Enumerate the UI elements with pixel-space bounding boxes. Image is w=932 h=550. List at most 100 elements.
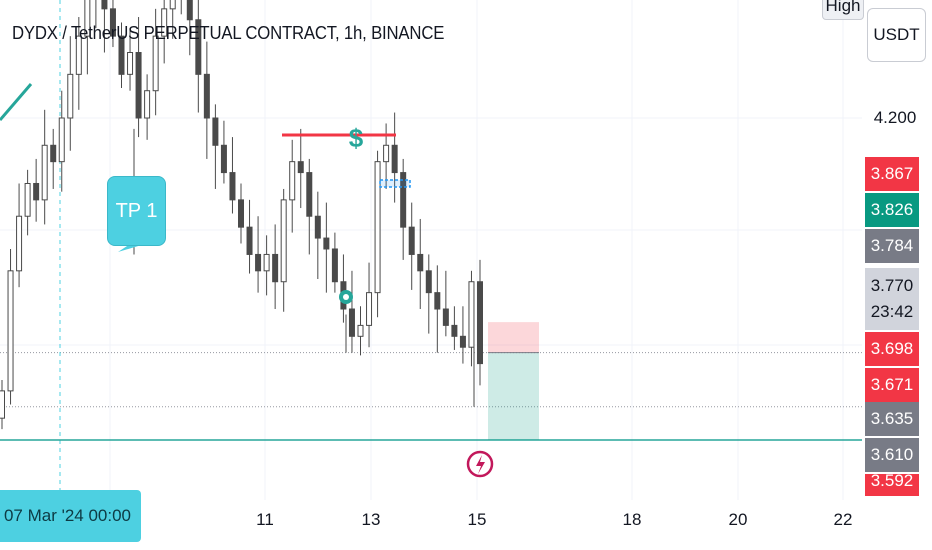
candle <box>366 262 373 348</box>
time-axis-tick: 11 <box>256 510 274 529</box>
candle <box>101 0 108 53</box>
candle-body <box>24 182 31 217</box>
candle-body <box>425 270 432 294</box>
candle <box>451 306 458 350</box>
candle-body <box>220 144 227 174</box>
time-axis-tick: 22 <box>833 510 853 529</box>
candle <box>297 128 304 209</box>
candle-body <box>391 144 398 174</box>
candle-body <box>366 292 373 326</box>
candle <box>109 0 116 48</box>
tp-label[interactable]: TP 1 <box>107 176 166 246</box>
candle <box>169 0 176 39</box>
position-target-zone <box>488 352 539 440</box>
price-badge: 3.592 <box>865 474 919 496</box>
candle-body <box>442 308 449 326</box>
candle <box>41 109 48 225</box>
candle <box>434 265 441 353</box>
candle <box>84 0 91 75</box>
candle-body <box>374 161 381 294</box>
candle-body <box>400 172 407 228</box>
candle <box>357 306 364 356</box>
candle-body <box>306 172 313 217</box>
candle <box>374 150 381 318</box>
candle-body <box>169 0 176 10</box>
candle <box>152 8 159 116</box>
chart-grid <box>0 0 862 500</box>
circle-marker-inner <box>343 294 349 300</box>
candle-body <box>50 144 57 163</box>
time-axis-tick: 15 <box>467 510 487 529</box>
candle <box>135 17 142 138</box>
candle <box>24 169 31 236</box>
candle-body <box>451 324 458 337</box>
price-badge: 3.635 <box>865 402 919 436</box>
price-badge: 3.610 <box>865 438 919 472</box>
candle <box>306 158 313 255</box>
price-badge: 3.826 <box>865 193 919 227</box>
candle <box>289 139 296 233</box>
teal-trend-line <box>0 83 33 121</box>
candle <box>246 199 253 274</box>
candle-body <box>417 253 424 272</box>
candle-body <box>263 253 270 272</box>
candle-body <box>434 292 441 310</box>
candle-body <box>33 182 40 201</box>
candle <box>314 191 321 279</box>
candle-body <box>297 161 304 174</box>
candle-body <box>195 19 202 75</box>
candle <box>212 104 219 189</box>
candle <box>255 216 262 293</box>
candle <box>161 0 168 64</box>
candle-body <box>212 117 219 146</box>
price-badge: 3.784 <box>865 229 919 263</box>
box-annotation <box>379 179 411 188</box>
candle <box>16 183 23 288</box>
time-axis-tick: 18 <box>622 510 642 529</box>
position-stop-zone <box>488 322 539 353</box>
candle <box>272 224 279 310</box>
time-axis-tick: 13 <box>361 510 381 529</box>
drawing-overlay: $ <box>0 83 862 478</box>
candle <box>50 128 57 189</box>
candle <box>7 248 14 405</box>
candle <box>383 123 390 189</box>
chart-title: DYDX / TetherUS PERPETUAL CONTRACT, 1h, … <box>12 23 445 43</box>
crosshair-time-label: hu 07 Mar '24 00:00 <box>0 490 141 542</box>
candle <box>75 17 82 110</box>
bar-countdown: 23:42 <box>870 302 914 321</box>
currency-button[interactable]: USDT <box>867 8 926 62</box>
candle <box>459 306 466 364</box>
last-price-value: 3.770 <box>870 276 914 295</box>
candle <box>331 232 338 293</box>
candle <box>425 254 432 334</box>
candle-body <box>246 226 253 255</box>
candle-body <box>323 237 330 250</box>
candle <box>95 0 97 28</box>
candle <box>417 218 424 310</box>
candle-body <box>289 161 296 201</box>
price-axis-label: 4.200 <box>873 108 917 127</box>
candle <box>229 137 236 214</box>
candle <box>477 259 483 386</box>
candle-body <box>144 90 151 119</box>
candle-body <box>357 324 364 337</box>
candle-body <box>152 35 159 92</box>
candle-body <box>127 52 134 75</box>
candle-body <box>255 253 262 272</box>
candle <box>323 202 330 293</box>
candle-body <box>186 0 193 21</box>
candle <box>203 41 210 159</box>
candle-body <box>408 226 415 255</box>
candle <box>33 158 40 222</box>
high-tag: High <box>822 0 864 20</box>
lightning-bolt <box>476 455 485 474</box>
candle-body <box>75 35 82 75</box>
candle-body <box>118 35 125 75</box>
candle-body <box>331 248 338 283</box>
candle-series <box>0 0 483 430</box>
candle-body <box>229 172 236 201</box>
candle-body <box>203 73 210 119</box>
candle <box>400 158 407 260</box>
